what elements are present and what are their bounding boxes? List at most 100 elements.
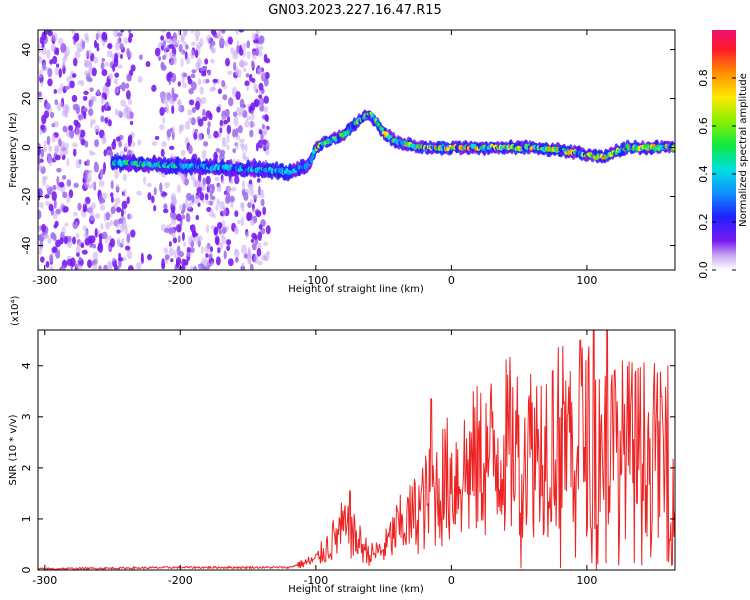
noise-blob — [99, 234, 103, 245]
noise-blob — [114, 108, 119, 116]
noise-blob — [72, 57, 78, 67]
noise-blob — [208, 183, 215, 190]
noise-blob — [39, 128, 43, 136]
noise-blob — [241, 42, 247, 51]
noise-blob — [88, 243, 92, 249]
noise-blob — [41, 46, 47, 56]
noise-blob — [253, 254, 259, 264]
noise-blob — [182, 72, 188, 78]
ridge-core — [312, 149, 316, 155]
noise-blob — [227, 70, 233, 75]
colorbar-gradient — [712, 30, 736, 270]
noise-blob — [97, 243, 104, 253]
noise-blob — [230, 47, 234, 55]
noise-blob — [38, 91, 43, 98]
noise-blob — [259, 98, 263, 107]
noise-blob — [227, 115, 231, 123]
noise-blob — [52, 210, 58, 220]
noise-blob — [212, 78, 218, 83]
noise-blob — [226, 245, 231, 252]
noise-blob — [160, 148, 165, 158]
noise-blob — [82, 107, 88, 113]
noise-blob — [163, 247, 169, 255]
noise-blob — [214, 176, 220, 181]
noise-blob — [124, 142, 128, 151]
noise-blob — [111, 257, 116, 262]
noise-blob — [200, 246, 204, 255]
noise-blob — [204, 245, 210, 253]
noise-blob — [198, 264, 202, 270]
noise-blob — [167, 71, 173, 79]
noise-blob — [177, 105, 183, 112]
noise-blob — [69, 80, 75, 89]
noise-blob — [181, 231, 185, 242]
noise-blob — [43, 234, 50, 240]
noise-blob — [240, 63, 244, 68]
noise-blob — [39, 202, 44, 209]
noise-blob — [250, 110, 255, 121]
noise-blob — [240, 216, 245, 227]
noise-blob — [255, 30, 260, 39]
noise-blob — [146, 182, 152, 188]
noise-blob — [187, 109, 193, 116]
noise-blob — [38, 146, 41, 156]
y-tick-label: 4 — [20, 362, 33, 369]
noise-blob — [91, 182, 96, 188]
noise-blob — [255, 44, 259, 54]
noise-blob — [59, 145, 66, 150]
y-tick-label: -40 — [20, 237, 33, 255]
noise-blob — [151, 140, 158, 146]
noise-blob — [213, 130, 219, 139]
noise-blob — [113, 78, 119, 85]
noise-blob — [82, 225, 87, 232]
noise-blob — [235, 134, 240, 140]
noise-blob — [177, 100, 182, 106]
noise-blob — [262, 139, 268, 146]
noise-blob — [197, 118, 204, 127]
noise-blob — [168, 44, 175, 49]
noise-blob — [93, 39, 98, 49]
noise-blob — [101, 192, 108, 200]
noise-blob — [91, 202, 96, 210]
noise-blob — [257, 260, 263, 266]
noise-blob — [44, 194, 50, 199]
noise-blob — [215, 204, 219, 212]
noise-blob — [127, 265, 134, 270]
snr-panel: -300 -200 -100 0 100 0 1 2 3 4 Height of straigh… — [8, 295, 676, 595]
noise-blob — [190, 49, 195, 60]
colorbar-tick-label: 0.4 — [697, 165, 710, 183]
noise-blob — [227, 258, 234, 267]
noise-blob — [89, 211, 95, 222]
noise-blob — [40, 148, 45, 158]
ridge-core — [376, 122, 381, 127]
noise-blob — [209, 195, 216, 200]
noise-blob — [100, 97, 105, 104]
noise-blob — [221, 136, 226, 144]
noise-blob — [154, 47, 161, 57]
noise-blob — [225, 191, 231, 202]
noise-blob — [82, 95, 88, 101]
noise-blob — [115, 183, 120, 192]
noise-blob — [195, 100, 200, 111]
noise-blob — [136, 190, 143, 196]
noise-blob — [244, 119, 250, 128]
noise-blob — [127, 135, 132, 144]
noise-blob — [114, 87, 120, 94]
noise-blob — [179, 265, 186, 270]
y-tick-label: 1 — [20, 515, 33, 522]
noise-blob — [126, 250, 133, 260]
noise-blob — [258, 94, 263, 99]
noise-blob — [215, 147, 221, 153]
noise-blob — [52, 55, 58, 65]
noise-blob — [52, 184, 57, 191]
spectrogram-frame — [37, 29, 676, 271]
noise-blob — [232, 111, 238, 117]
noise-blob — [116, 229, 121, 234]
noise-blob — [120, 208, 124, 218]
noise-blob — [84, 203, 88, 212]
noise-blob — [78, 256, 82, 262]
noise-blob — [161, 191, 168, 197]
noise-blob — [182, 41, 187, 47]
noise-blob — [116, 64, 123, 69]
noise-blob — [46, 135, 51, 146]
